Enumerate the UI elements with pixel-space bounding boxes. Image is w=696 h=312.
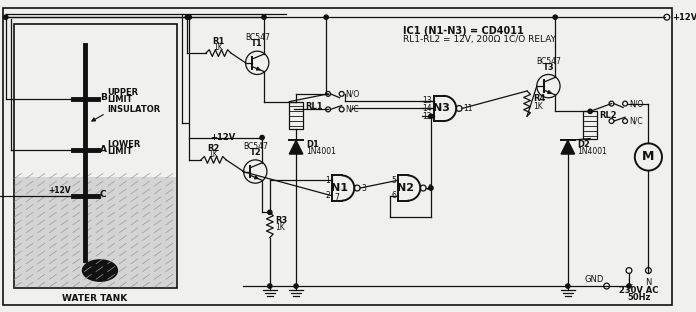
Bar bbox=[15, 177, 175, 287]
Text: 13: 13 bbox=[422, 96, 432, 105]
Polygon shape bbox=[290, 140, 303, 154]
Text: +12V: +12V bbox=[672, 13, 696, 22]
Circle shape bbox=[84, 148, 88, 152]
Text: R4: R4 bbox=[533, 94, 545, 103]
Text: 14: 14 bbox=[422, 104, 432, 113]
Text: N: N bbox=[645, 278, 651, 287]
Text: 4: 4 bbox=[427, 183, 432, 193]
Text: IC1 (N1-N3) = CD4011: IC1 (N1-N3) = CD4011 bbox=[403, 26, 523, 36]
Circle shape bbox=[553, 15, 557, 19]
Text: 230V AC: 230V AC bbox=[619, 286, 658, 295]
Text: N2: N2 bbox=[397, 183, 414, 193]
Text: 12: 12 bbox=[422, 112, 432, 121]
Circle shape bbox=[84, 97, 88, 101]
Text: LIMIT: LIMIT bbox=[108, 147, 133, 156]
Text: BC547: BC547 bbox=[243, 142, 268, 151]
Text: LIMIT: LIMIT bbox=[108, 95, 133, 104]
Circle shape bbox=[185, 15, 189, 19]
Text: RL2: RL2 bbox=[599, 111, 617, 120]
Text: R1: R1 bbox=[212, 37, 225, 46]
Text: L: L bbox=[626, 278, 631, 287]
Text: 6: 6 bbox=[391, 191, 396, 200]
Bar bbox=[290, 102, 303, 129]
Text: 1K: 1K bbox=[214, 43, 223, 52]
Text: R3: R3 bbox=[276, 216, 288, 225]
Text: 50Hz: 50Hz bbox=[627, 293, 650, 302]
Text: M: M bbox=[642, 150, 654, 163]
Text: N/C: N/C bbox=[629, 117, 642, 125]
Ellipse shape bbox=[83, 260, 118, 281]
Text: 5: 5 bbox=[391, 176, 396, 185]
Bar bbox=[583, 111, 597, 139]
Text: R2: R2 bbox=[207, 144, 220, 153]
Text: T2: T2 bbox=[249, 148, 261, 157]
Text: 7: 7 bbox=[334, 193, 339, 202]
Text: N/C: N/C bbox=[345, 105, 359, 114]
Text: C: C bbox=[100, 190, 106, 199]
Text: 2: 2 bbox=[325, 191, 330, 200]
Text: RL1: RL1 bbox=[305, 102, 322, 111]
Text: GND: GND bbox=[585, 275, 603, 284]
Text: B: B bbox=[100, 93, 107, 102]
Text: RL1-RL2 = 12V, 200Ω 1C/O RELAY: RL1-RL2 = 12V, 200Ω 1C/O RELAY bbox=[403, 35, 556, 44]
Text: 1K: 1K bbox=[209, 150, 219, 159]
Circle shape bbox=[187, 15, 191, 19]
Circle shape bbox=[588, 109, 592, 114]
Text: N/O: N/O bbox=[629, 99, 643, 108]
Circle shape bbox=[262, 15, 266, 19]
Text: 1N4001: 1N4001 bbox=[578, 147, 608, 156]
Text: T1: T1 bbox=[251, 39, 263, 48]
Text: BC547: BC547 bbox=[245, 33, 269, 42]
Polygon shape bbox=[561, 140, 575, 154]
Text: UPPER: UPPER bbox=[108, 88, 139, 97]
Text: 3: 3 bbox=[361, 183, 366, 193]
Text: N/O: N/O bbox=[345, 89, 360, 98]
Text: N3: N3 bbox=[433, 104, 450, 114]
Text: D2: D2 bbox=[578, 140, 590, 149]
Text: 1N4001: 1N4001 bbox=[306, 147, 335, 156]
Text: LOWER: LOWER bbox=[108, 140, 141, 149]
Circle shape bbox=[268, 210, 272, 214]
Circle shape bbox=[324, 15, 329, 19]
Text: 11: 11 bbox=[463, 104, 473, 113]
Text: INSULATOR: INSULATOR bbox=[106, 105, 160, 114]
Text: 1K: 1K bbox=[533, 102, 543, 111]
Text: 1: 1 bbox=[325, 176, 330, 185]
Bar bbox=[14, 24, 177, 288]
Circle shape bbox=[429, 186, 433, 190]
Text: +12V: +12V bbox=[49, 187, 71, 195]
Circle shape bbox=[627, 284, 631, 288]
Circle shape bbox=[429, 114, 433, 118]
Text: A: A bbox=[100, 145, 107, 154]
Circle shape bbox=[566, 284, 570, 288]
Text: WATER TANK: WATER TANK bbox=[63, 294, 128, 303]
Circle shape bbox=[260, 135, 264, 140]
Text: N1: N1 bbox=[331, 183, 348, 193]
Circle shape bbox=[268, 284, 272, 288]
Circle shape bbox=[294, 284, 298, 288]
Circle shape bbox=[3, 15, 8, 19]
Text: BC547: BC547 bbox=[536, 57, 561, 66]
Text: D1: D1 bbox=[306, 140, 319, 149]
Text: T3: T3 bbox=[543, 62, 554, 71]
Text: +12V: +12V bbox=[211, 133, 236, 142]
Text: 1K: 1K bbox=[276, 223, 285, 232]
